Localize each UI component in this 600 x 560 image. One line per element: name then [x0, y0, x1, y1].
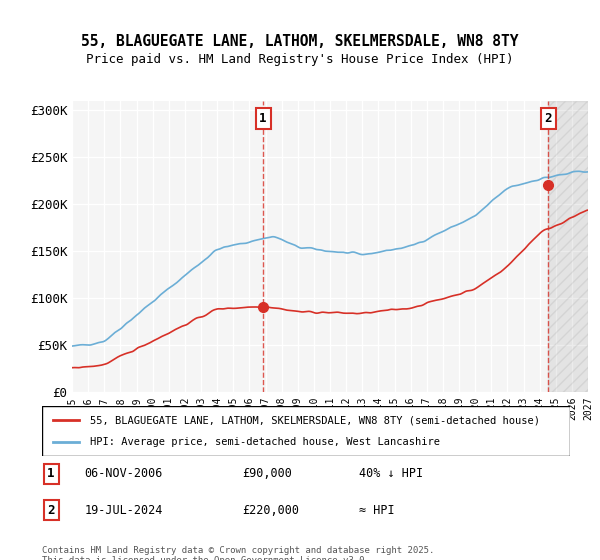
Text: £220,000: £220,000 [242, 503, 299, 517]
Text: 2: 2 [545, 112, 552, 125]
Text: 2: 2 [47, 503, 55, 517]
Text: HPI: Average price, semi-detached house, West Lancashire: HPI: Average price, semi-detached house,… [89, 437, 440, 447]
Bar [548, 101, 588, 392]
Text: 55, BLAGUEGATE LANE, LATHOM, SKELMERSDALE, WN8 8TY (semi-detached house): 55, BLAGUEGATE LANE, LATHOM, SKELMERSDAL… [89, 415, 539, 425]
Text: 40% ↓ HPI: 40% ↓ HPI [359, 467, 423, 480]
Text: Contains HM Land Registry data © Crown copyright and database right 2025.
This d: Contains HM Land Registry data © Crown c… [42, 546, 434, 560]
Text: 1: 1 [259, 112, 267, 125]
Text: 06-NOV-2006: 06-NOV-2006 [84, 467, 163, 480]
Text: Price paid vs. HM Land Registry's House Price Index (HPI): Price paid vs. HM Land Registry's House … [86, 53, 514, 66]
FancyBboxPatch shape [42, 406, 570, 456]
Text: 55, BLAGUEGATE LANE, LATHOM, SKELMERSDALE, WN8 8TY: 55, BLAGUEGATE LANE, LATHOM, SKELMERSDAL… [81, 34, 519, 49]
Text: 1: 1 [47, 467, 55, 480]
Text: ≈ HPI: ≈ HPI [359, 503, 394, 517]
Text: 19-JUL-2024: 19-JUL-2024 [84, 503, 163, 517]
Text: £90,000: £90,000 [242, 467, 293, 480]
